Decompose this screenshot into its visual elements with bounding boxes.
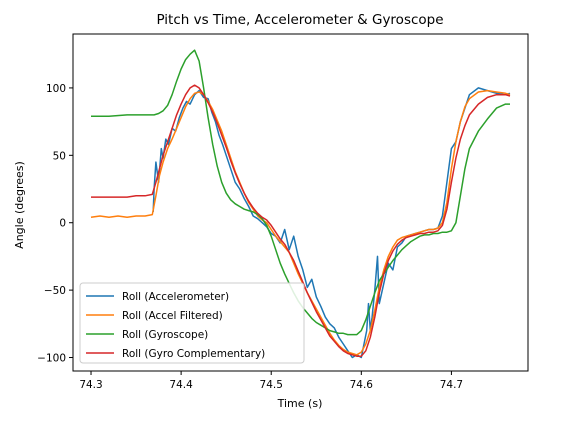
x-tick-label: 74.3 <box>79 379 102 391</box>
x-tick-label: 74.7 <box>440 379 463 391</box>
y-tick-label: 100 <box>46 83 66 95</box>
y-tick-label: −50 <box>44 285 66 297</box>
chart-title: Pitch vs Time, Accelerometer & Gyroscope <box>156 12 443 28</box>
x-tick-label: 74.6 <box>350 379 374 391</box>
y-tick-label: −100 <box>37 353 66 365</box>
y-axis-label: Angle (degrees) <box>13 161 26 249</box>
legend-label-3: Roll (Gyroscope) <box>122 329 208 341</box>
legend: Roll (Accelerometer) Roll (Accel Filtered… <box>80 283 304 363</box>
x-axis-label: Time (s) <box>277 397 323 410</box>
legend-label-4: Roll (Gyro Complementary) <box>122 348 265 360</box>
x-tick-label: 74.5 <box>260 379 283 391</box>
legend-label-2: Roll (Accel Filtered) <box>122 310 223 322</box>
x-tick-label: 74.4 <box>169 379 193 391</box>
y-tick-label: 0 <box>59 218 66 230</box>
legend-label-1: Roll (Accelerometer) <box>122 291 229 303</box>
y-tick-label: 50 <box>53 150 66 162</box>
